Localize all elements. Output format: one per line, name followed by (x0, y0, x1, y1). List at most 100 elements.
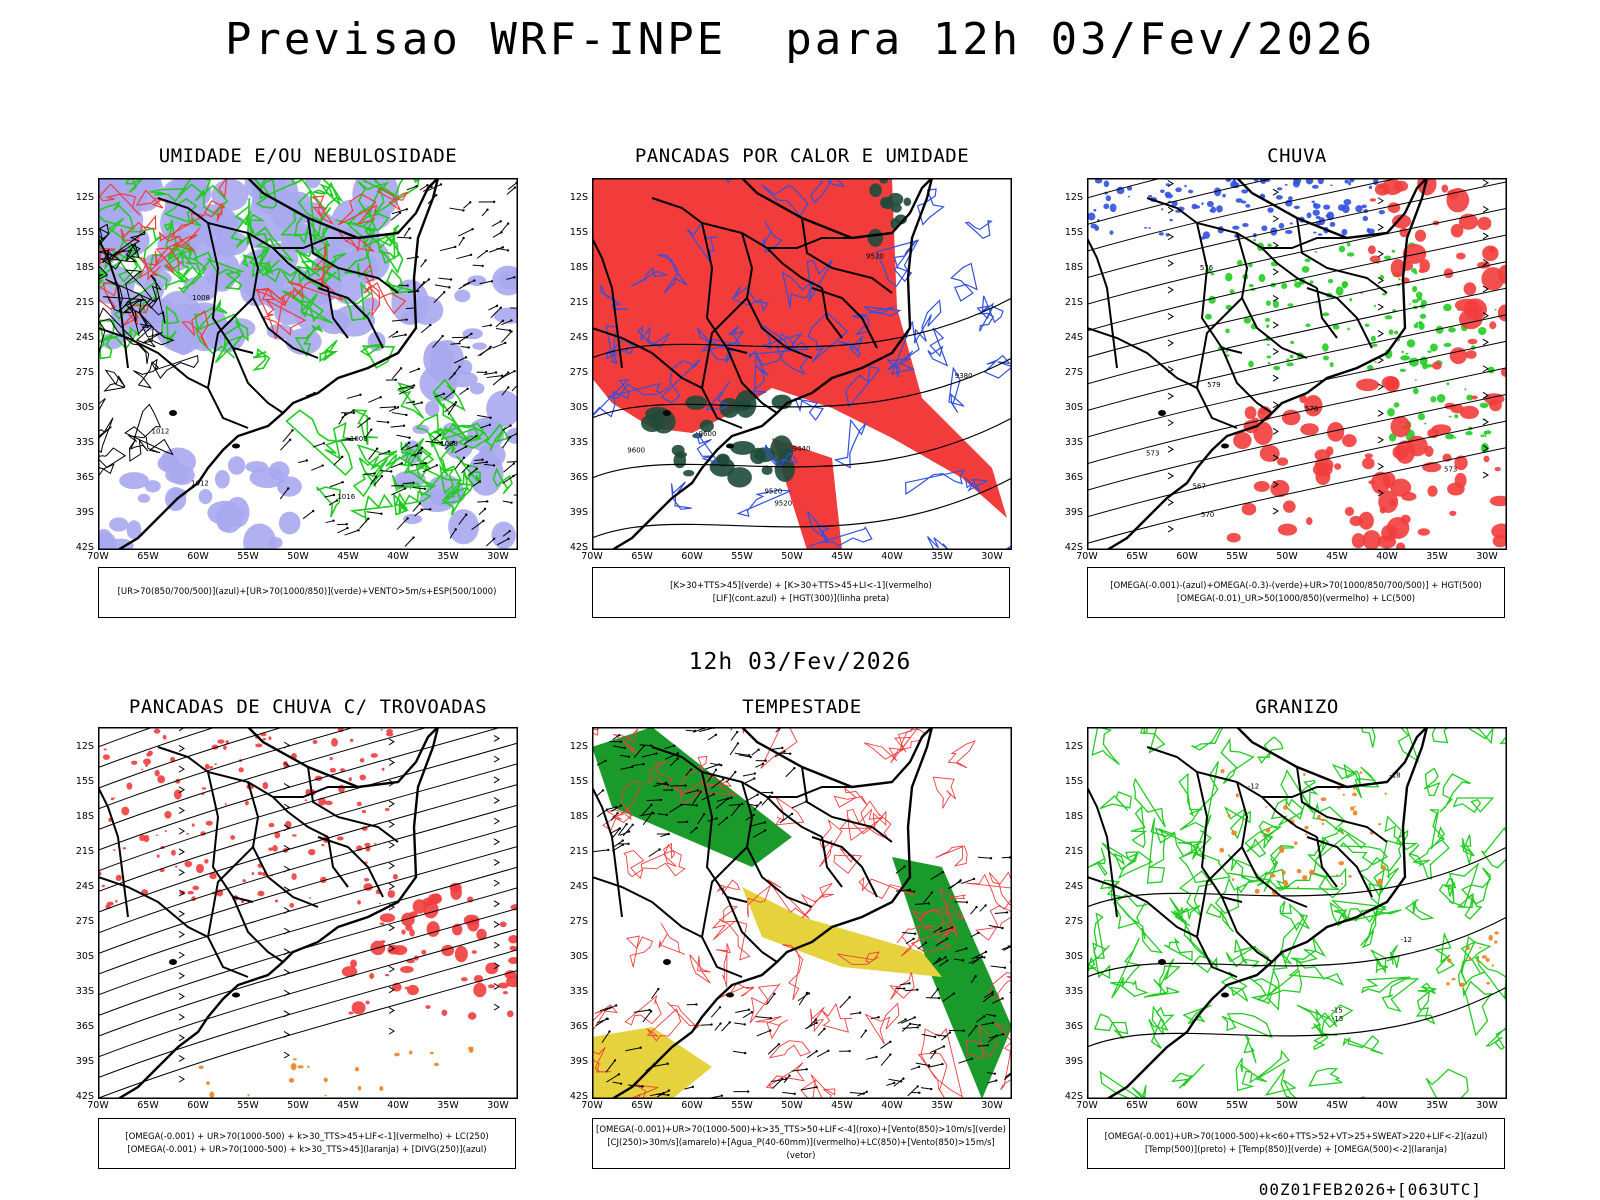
height-contour (592, 357, 1012, 419)
instability-green-cell (685, 395, 708, 410)
state-border (1236, 781, 1308, 908)
thunder-red-cell (257, 890, 265, 897)
omega-green-cell (1289, 354, 1294, 359)
latitude-tick-label: 30S (1064, 951, 1083, 962)
omega-orange-cell (1320, 818, 1326, 822)
latitude-tick-label: 39S (1064, 507, 1083, 518)
latitude-tick-label: 36S (569, 472, 588, 483)
wind-vector (341, 410, 354, 419)
contour-label: 9600 (627, 447, 645, 455)
rain-red-cell (1477, 216, 1492, 231)
streamline (98, 949, 518, 1079)
wind-vector-head (401, 484, 404, 487)
precip-water-line (612, 728, 639, 755)
wind-vector-head (348, 438, 351, 441)
streamline-arrow (1377, 463, 1384, 470)
omega-orange-cell (1451, 978, 1456, 981)
latitude-tick-label: 30S (569, 951, 588, 962)
temp-850-line (1093, 912, 1105, 959)
rain-red-cell (1500, 367, 1507, 377)
wind-vector (453, 356, 467, 364)
omega-blue-cell (1330, 184, 1333, 187)
wind-vector (806, 1050, 817, 1059)
wind-vector-head (712, 793, 716, 796)
streamline-arrow (1272, 401, 1279, 409)
omega-blue-cell (1315, 215, 1321, 220)
streamline-arrow (388, 924, 395, 932)
height-contour (1087, 916, 1507, 978)
temp-850-line (1279, 913, 1310, 965)
streamline (98, 727, 431, 831)
wind-vector (502, 475, 514, 484)
rain-red-cell (1327, 422, 1345, 442)
wind-vector (405, 444, 417, 451)
thunder-red-cell (214, 763, 217, 766)
blue-humidity-cell (448, 509, 479, 545)
omega-green-cell (1370, 335, 1376, 342)
wind-vector (767, 1043, 780, 1055)
wind-vector (907, 1086, 919, 1097)
wind-vector-head (659, 798, 663, 802)
wind-vector (779, 813, 793, 824)
omega-blue-cell (1343, 199, 1352, 206)
blue-humidity-cell (436, 347, 455, 367)
wind-vector-head (718, 1006, 722, 1009)
thickness-line (138, 243, 181, 280)
thunder-red-cell (509, 945, 517, 951)
thunder-red-cell (204, 763, 210, 770)
precip-water-line (640, 849, 686, 877)
streamline-arrow (388, 1027, 395, 1035)
longitude-tick-label: 65W (137, 551, 159, 562)
latitude-tick-label: 39S (75, 1056, 94, 1067)
longitude-tick-label: 50W (1276, 1100, 1298, 1111)
omega-green-cell (1480, 442, 1489, 454)
precip-water-line (810, 1074, 836, 1099)
wind-vector (639, 744, 652, 747)
streamline-arrow (388, 945, 395, 952)
longitude-tick-label: 55W (1226, 1100, 1248, 1111)
blue-humidity-cell (214, 469, 230, 489)
wind-vector-head (417, 367, 421, 371)
omega-orange-cell (1485, 957, 1490, 962)
wind-vector (900, 1017, 915, 1024)
thunder-red-cell (384, 807, 390, 812)
state-border (1146, 197, 1318, 289)
wind-vector-head (924, 941, 928, 944)
rain-red-cell (1390, 478, 1412, 497)
temp-850-line (1257, 736, 1284, 764)
omega-green-cell (1266, 355, 1272, 359)
omega-green-cell (1210, 272, 1215, 276)
omega-green-cell (1347, 327, 1350, 331)
wind-vector-head (394, 378, 397, 382)
green-humidity-line (255, 178, 278, 209)
thunder-red-cell (323, 800, 327, 804)
wind-vector-head (443, 291, 446, 294)
legend-line: [LIF](cont.azul) + [HGT(300)](linha pret… (712, 593, 890, 604)
wind-vector (652, 1063, 668, 1068)
map-frame (98, 178, 518, 550)
omega-orange-cell (1384, 792, 1387, 795)
wind-vector (886, 1082, 895, 1086)
omega-orange-cell (1265, 828, 1271, 833)
omega-blue-cell (1093, 208, 1097, 212)
lif-contour-line (916, 188, 945, 226)
omega-green-cell (1329, 361, 1334, 368)
omega-green-cell (1479, 402, 1489, 409)
wind-vector-head (374, 475, 378, 478)
streamline-arrow (1272, 481, 1279, 488)
wind-vector (766, 993, 775, 1005)
wind-vector (742, 773, 755, 777)
temp-850-line (1456, 893, 1483, 920)
wind-vector (398, 384, 415, 390)
streamline-arrow (178, 972, 185, 980)
wind-vector-head (735, 730, 739, 734)
wind-vector-head (930, 891, 934, 894)
longitude-tick-label: 50W (781, 551, 803, 562)
wind-vector (641, 753, 657, 758)
pressure-line (148, 274, 166, 324)
blue-humidity (98, 447, 302, 550)
temp-850-line (1269, 845, 1294, 866)
thunder-red-cell (209, 872, 217, 880)
wind-vector-head (470, 332, 473, 336)
precip-water-line (1000, 1040, 1012, 1091)
